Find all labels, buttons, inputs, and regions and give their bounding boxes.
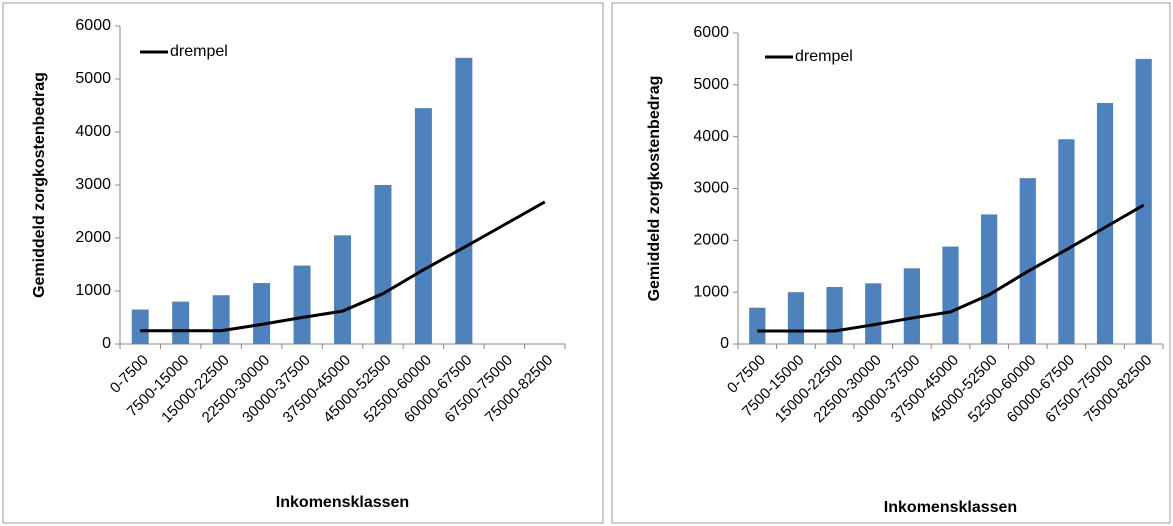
bar [981, 214, 998, 344]
y-tick-label: 1000 [75, 282, 111, 299]
bar [1096, 102, 1114, 344]
bar [253, 283, 271, 344]
line [757, 203, 1145, 333]
bar [1058, 139, 1075, 344]
chart-frame [611, 2, 1171, 524]
bar [293, 265, 311, 344]
bar [212, 295, 230, 344]
line [140, 200, 546, 333]
bar [1019, 178, 1036, 344]
x-axis-title: Inkomensklassen [276, 494, 409, 511]
bar [787, 292, 805, 344]
y-tick-label: 3000 [693, 180, 729, 197]
y-tick-label: 6000 [693, 24, 729, 41]
bar [903, 268, 920, 344]
bar [826, 286, 843, 344]
y-tick-label: 1000 [693, 283, 729, 300]
y-tick-label: 5000 [693, 76, 729, 93]
bar [414, 108, 432, 345]
bar [942, 246, 959, 344]
bar [455, 57, 473, 345]
y-tick-label: 4000 [693, 128, 729, 145]
y-tick-label: 3000 [75, 176, 111, 193]
bar [334, 235, 351, 344]
y-axis-title: Gemiddeld zorgkostenbedrag [646, 76, 663, 302]
y-tick-label: 5000 [75, 70, 111, 87]
bar [172, 301, 190, 344]
y-tick-label: 0 [720, 335, 729, 352]
y-tick-label: 2000 [693, 232, 729, 249]
y-tick-label: 2000 [75, 229, 111, 246]
y-tick-label: 4000 [75, 123, 111, 140]
bar [749, 307, 766, 344]
x-axis-title: Inkomensklassen [884, 499, 1017, 516]
y-tick-label: 0 [102, 335, 111, 352]
y-axis-title: Gemiddeld zorgkostenbedrag [31, 72, 48, 298]
bar [374, 185, 392, 344]
bar [1135, 58, 1152, 345]
legend-label: drempel [170, 43, 228, 60]
legend-label: drempel [795, 48, 853, 65]
x-tick-label: 75000-82500 [1081, 352, 1156, 427]
bar [865, 283, 882, 344]
chart-frame [2, 2, 604, 524]
bar [131, 309, 149, 344]
y-tick-label: 6000 [75, 17, 111, 34]
